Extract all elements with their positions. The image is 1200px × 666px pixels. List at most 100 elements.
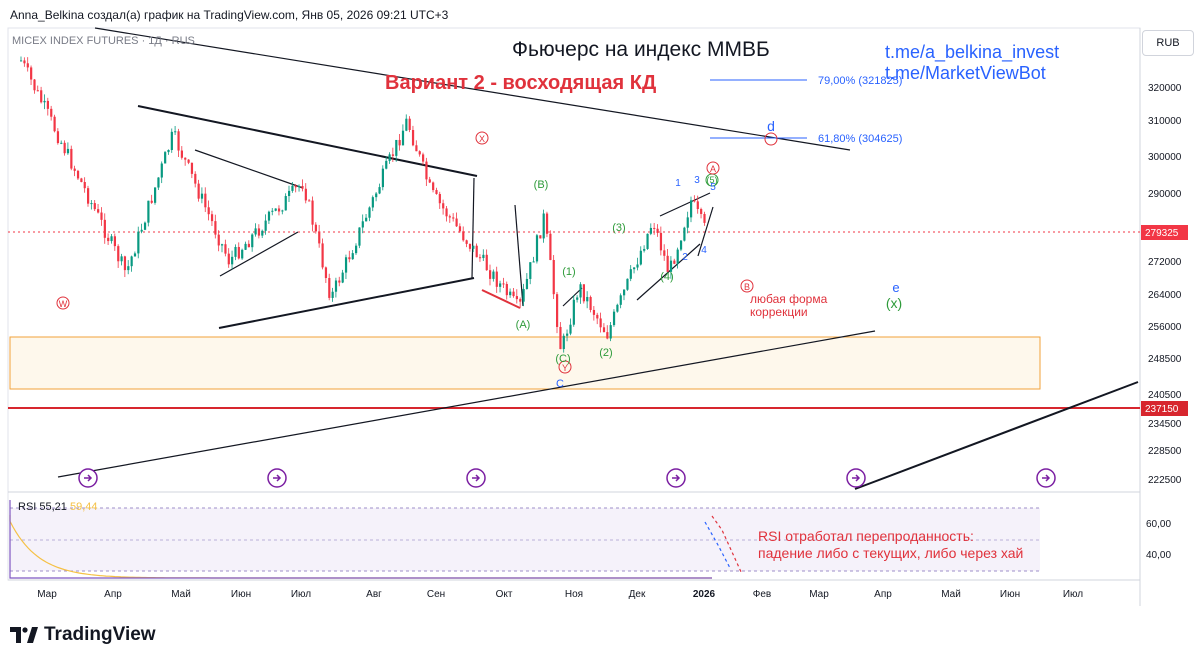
wave-4-label: (4): [660, 271, 673, 283]
candle-body: [445, 208, 448, 217]
candle-body: [599, 318, 602, 328]
candle-body: [656, 228, 659, 233]
rsi-tick-40: 40,00: [1146, 550, 1171, 561]
wave-c-blue-label: C: [556, 378, 564, 390]
wave-5-label: (5): [707, 175, 718, 185]
telegram-link-2[interactable]: t.me/MarketViewBot: [885, 63, 1046, 83]
event-markers[interactable]: [78, 468, 1056, 488]
candle-body: [659, 232, 663, 251]
candle-body: [623, 289, 626, 296]
candle-body: [224, 244, 227, 254]
candle-body: [582, 284, 585, 302]
candle-body: [318, 231, 321, 244]
candle-body: [110, 236, 113, 242]
candle-body: [522, 288, 525, 302]
candle-body: [619, 295, 622, 305]
candle-body: [606, 332, 609, 339]
candle-body: [616, 304, 619, 312]
chart-subtitle: Вариант 2 - восходящая КД: [385, 72, 657, 94]
wave-1-line: [562, 287, 583, 307]
wave-x-green-label: (x): [886, 295, 902, 311]
time-tick-3: Июн: [231, 589, 251, 600]
currency-button[interactable]: RUB: [1142, 30, 1194, 56]
time-tick-15: Июн: [1000, 589, 1020, 600]
wave-1-label: (1): [562, 266, 575, 278]
triangle-right-edge: [471, 177, 475, 279]
wave-y-circle: [558, 360, 572, 374]
candle-body: [452, 217, 455, 219]
candle-body: [401, 130, 405, 146]
rsi-value-label: RSI 55,21: [18, 501, 67, 513]
candle-body: [33, 79, 36, 91]
time-tick-5: Авг: [366, 589, 382, 600]
candle-body: [227, 253, 230, 265]
candle-body: [154, 187, 157, 203]
candle-body: [559, 326, 562, 350]
candle-body: [646, 233, 649, 249]
wave-2-label: (2): [599, 347, 612, 359]
candle-body: [415, 145, 418, 152]
candle-body: [164, 152, 167, 164]
candle-body: [244, 243, 247, 250]
candle-body: [170, 131, 173, 150]
candle-body: [579, 284, 582, 298]
wave-a-label: (A): [516, 319, 531, 331]
last-price-tag-text: 279325: [1145, 228, 1179, 239]
wave-c-label: (C): [555, 353, 570, 365]
candle-body: [294, 185, 297, 188]
candle-body: [422, 154, 425, 162]
subwave-4-label: 4: [701, 245, 707, 256]
candle-body: [264, 220, 267, 231]
event-marker-arrow-icon-1: [273, 474, 282, 482]
candle-body: [157, 177, 160, 188]
time-axis: Мар Апр Май Июн Июл Авг Сен Окт Ноя Дек 2026 Фев Мар…: [37, 589, 1083, 600]
candle-body: [545, 213, 549, 234]
rsi-note: RSI отработал перепроданность: падение л…: [758, 528, 1024, 561]
candle-body: [381, 168, 384, 188]
candle-body: [462, 231, 465, 241]
candle-body: [542, 213, 545, 239]
candle-body: [140, 229, 143, 232]
wave-b-line: [514, 204, 524, 307]
triangle-bottom-line: [218, 277, 475, 329]
candle-body: [43, 100, 46, 103]
event-marker-arrow-icon-4: [852, 474, 861, 482]
time-tick-6: Сен: [427, 589, 445, 600]
wave-labels: W X Y C (A) (B) (C) (1) (2) (3) (4) (5) …: [56, 118, 902, 390]
symbol-line[interactable]: MICEX INDEX FUTURES · 1Д · RUS: [12, 35, 195, 47]
candle-body: [532, 261, 535, 263]
candle-body: [683, 227, 686, 241]
candle-body: [261, 230, 264, 236]
candle-body: [609, 325, 612, 339]
wave-a-red-circle: [706, 161, 720, 175]
candle-body: [331, 291, 334, 298]
time-tick-4: Июл: [291, 589, 311, 600]
candle-body: [612, 311, 616, 326]
tradingview-logo-icon: [10, 627, 38, 643]
candle-body: [348, 257, 351, 260]
projection-small-line: [697, 206, 714, 257]
candle-body: [344, 257, 348, 273]
candle-body: [495, 271, 498, 287]
candle-body: [274, 208, 277, 211]
candle-body: [338, 280, 341, 283]
correction-note: любая форма коррекции: [750, 292, 828, 319]
event-marker-arrow-icon-0: [84, 474, 93, 482]
chart-title: Фьючерс на индекс ММВБ: [512, 38, 770, 61]
candle-body: [589, 296, 592, 310]
candle-body: [482, 254, 485, 259]
price-tick-256000: 256000: [1148, 322, 1182, 333]
candle-body: [93, 203, 96, 210]
candle-body: [177, 131, 180, 151]
candle-body: [448, 216, 451, 218]
candle-body: [639, 250, 642, 265]
candle-body: [388, 154, 391, 161]
level-price-tag-text: 237150: [1145, 404, 1179, 415]
telegram-link-1[interactable]: t.me/a_belkina_invest: [885, 42, 1060, 62]
candle-body: [190, 162, 194, 174]
price-tick-234500: 234500: [1148, 419, 1182, 430]
wave-b-red-label: B: [744, 282, 750, 292]
candle-body: [649, 227, 652, 234]
